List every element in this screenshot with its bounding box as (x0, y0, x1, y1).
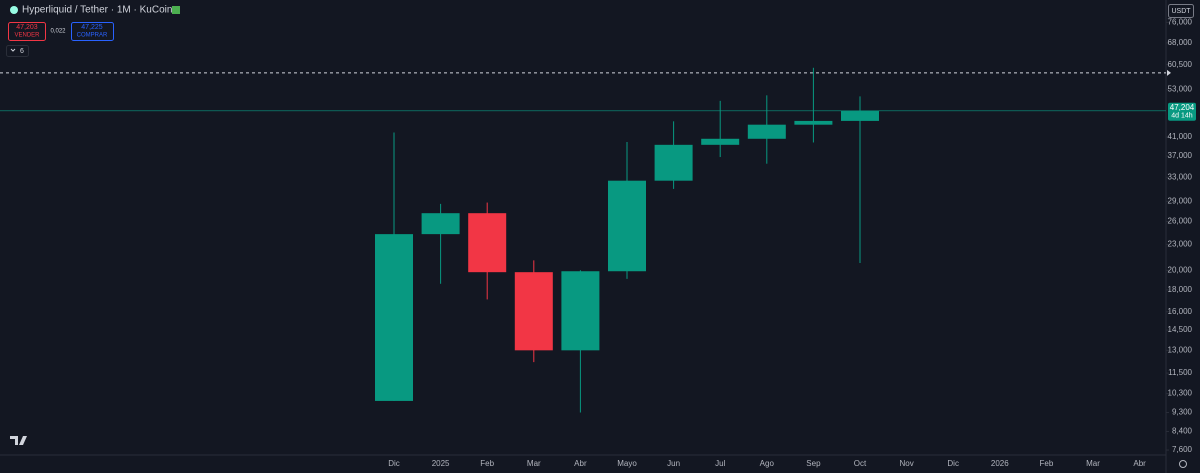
logo (10, 436, 27, 445)
x-tick-label: 2025 (432, 459, 450, 468)
y-tick-label: 60,500 (1168, 60, 1193, 69)
x-tick-label: Mar (1086, 459, 1100, 468)
spread: 0,022 (50, 29, 66, 35)
y-tick-label: 11,500 (1168, 368, 1192, 377)
x-tick-label: Dic (947, 459, 959, 468)
last-price-box (1168, 102, 1196, 121)
sell-label: VENDER (14, 33, 40, 39)
y-tick-label: 53,000 (1168, 84, 1193, 93)
candle-body (608, 180, 646, 272)
candle-body (654, 144, 693, 181)
flag-icon (172, 6, 180, 14)
buy-button[interactable] (71, 22, 114, 41)
y-tick-label: 26,000 (1168, 217, 1193, 226)
candle-body (561, 271, 600, 351)
x-tick-label: Abr (574, 459, 587, 468)
x-tick-label: Mar (527, 459, 541, 468)
y-tick-label: 16,000 (1168, 307, 1193, 316)
x-tick-label: Abr (1133, 459, 1146, 468)
buy-price: 47,225 (81, 24, 103, 31)
x-tick-label: Jun (667, 459, 680, 468)
y-tick-label: 9,300 (1172, 408, 1193, 417)
y-tick-label: 33,000 (1168, 172, 1193, 181)
countdown: 4d 14h (1171, 113, 1193, 120)
candle-body (468, 213, 507, 273)
x-tick-label: Feb (480, 459, 494, 468)
y-tick-label: 68,000 (1168, 38, 1193, 47)
y-tick-label: 8,400 (1172, 427, 1193, 436)
candle-body (747, 124, 786, 139)
x-tick-label: Feb (1040, 459, 1054, 468)
y-tick-label: 13,000 (1168, 345, 1193, 354)
candle-body (841, 110, 879, 121)
currency-button[interactable] (1168, 4, 1194, 18)
sell-price: 47,203 (16, 24, 38, 31)
x-tick-label: Nov (899, 459, 913, 468)
candle-body (514, 272, 553, 351)
currency: USDT (1171, 8, 1191, 15)
y-tick-label: 18,000 (1168, 285, 1193, 294)
x-tick-label: Sep (806, 459, 821, 468)
x-tick-label: Ago (760, 459, 775, 468)
x-tick-label: 2026 (991, 459, 1009, 468)
candle-body (701, 138, 740, 145)
chart-title: Hyperliquid / Tether · 1M · KuCoin (22, 5, 172, 16)
y-tick-label: 14,500 (1168, 325, 1193, 334)
x-tick-label: Oct (854, 459, 867, 468)
indicators-count: 6 (20, 48, 24, 55)
x-tick-label: Mayo (617, 459, 637, 468)
y-tick-label: 10,300 (1168, 389, 1193, 398)
y-tick-label: 29,000 (1168, 196, 1193, 205)
x-tick-label: Dic (388, 459, 400, 468)
y-tick-label: 7,600 (1172, 445, 1193, 454)
symbol-icon (10, 6, 18, 14)
candle-body (794, 120, 833, 125)
settings-icon[interactable] (1179, 460, 1187, 468)
indicators-toggle[interactable] (6, 45, 29, 57)
candle-body (375, 234, 413, 401)
y-tick-label: 41,000 (1168, 132, 1193, 141)
chevron (10, 48, 16, 52)
sell-button[interactable] (8, 22, 46, 41)
y-tick-label: 37,000 (1168, 151, 1193, 160)
x-tick-label: Jul (715, 459, 725, 468)
alert-marker (1167, 69, 1171, 76)
last-price-label: 47,204 (1170, 103, 1195, 112)
y-tick-label: 76,000 (1168, 17, 1193, 26)
buy-label: COMPRAR (77, 33, 108, 39)
y-tick-label: 23,000 (1168, 239, 1193, 248)
candle-body (421, 213, 460, 235)
y-tick-label: 20,000 (1168, 265, 1193, 274)
